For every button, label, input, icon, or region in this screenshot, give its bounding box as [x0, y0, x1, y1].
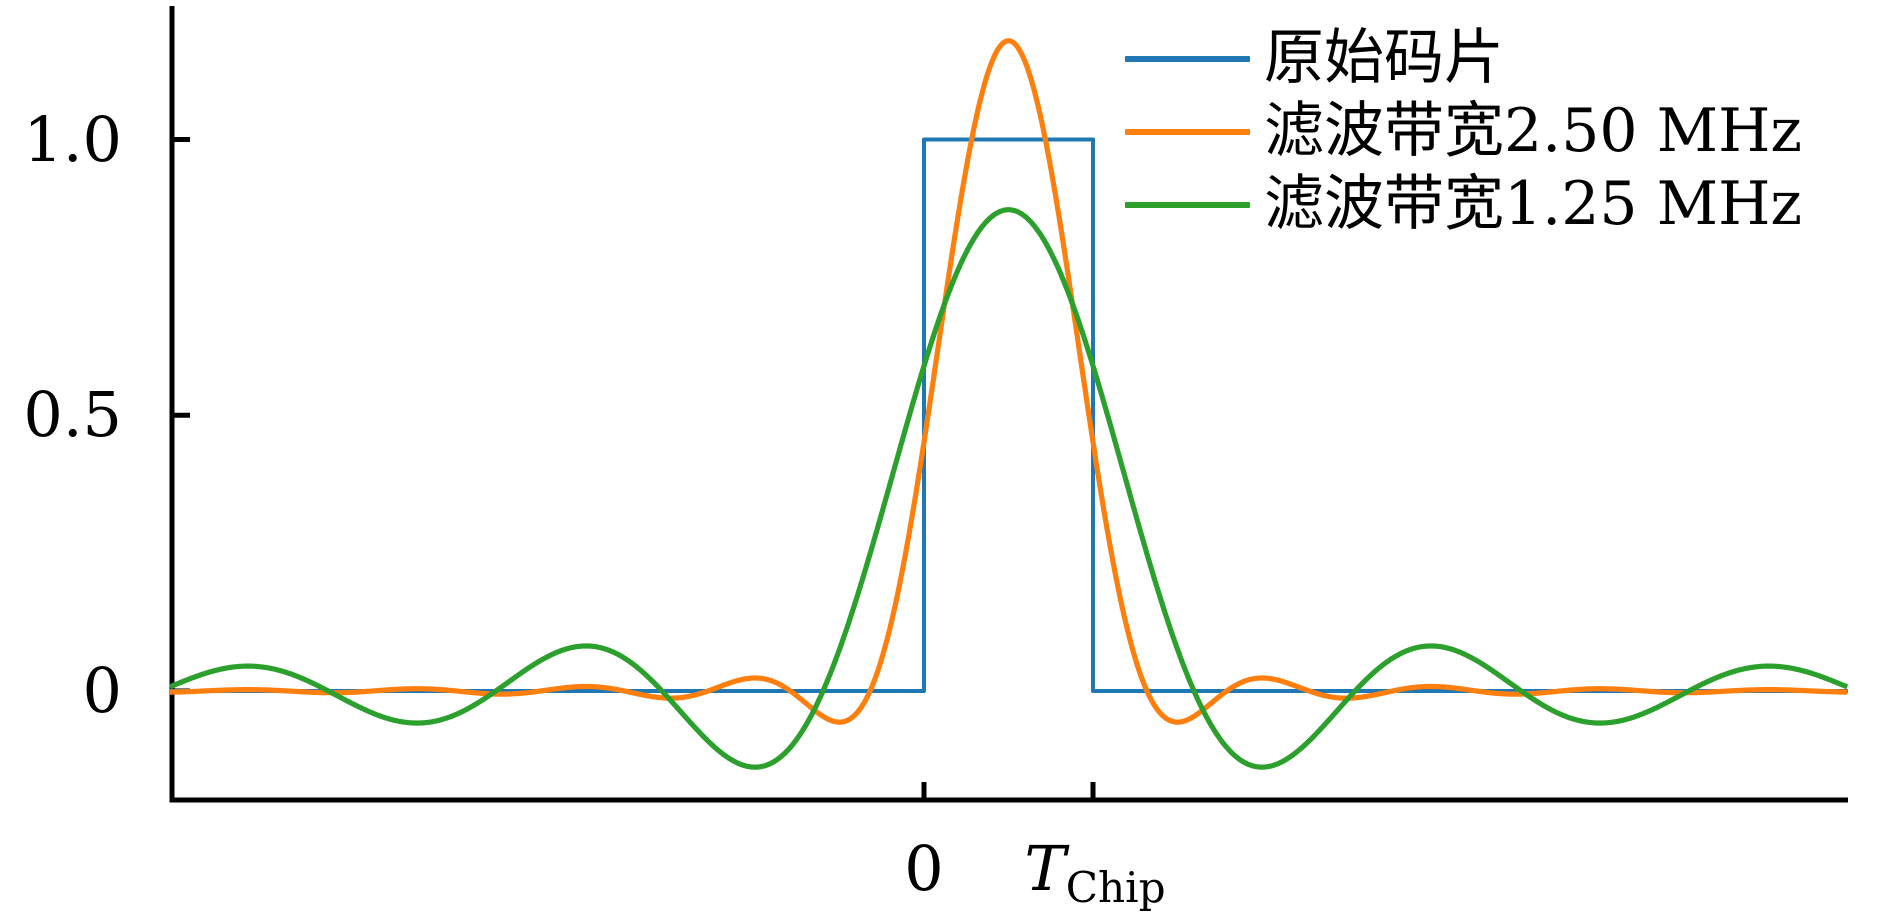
- legend-item-bw-2500khz: 滤波带宽2.50 MHz: [1125, 95, 1802, 168]
- legend: 原始码片 滤波带宽2.50 MHz 滤波带宽1.25 MHz: [1125, 22, 1802, 241]
- legend-swatch-bw-1250khz: [1125, 201, 1250, 208]
- series-line-2: [168, 207, 1850, 770]
- tchip-subscript: Chip: [1065, 862, 1166, 912]
- series-line-1: [168, 38, 1850, 725]
- tchip-symbol: T: [1024, 832, 1066, 905]
- legend-label-bw-2500khz: 滤波带宽2.50 MHz: [1264, 96, 1803, 166]
- legend-swatch-original-chip: [1125, 55, 1250, 62]
- legend-item-bw-1250khz: 滤波带宽1.25 MHz: [1125, 168, 1802, 241]
- x-tick-label-tchip: TChip: [1000, 838, 1190, 909]
- legend-label-original-chip: 原始码片: [1264, 23, 1504, 93]
- legend-item-original-chip: 原始码片: [1125, 22, 1802, 95]
- series-line-0: [169, 137, 1848, 693]
- y-tick-label-0.5: 0.5: [23, 378, 122, 451]
- x-tick-label-zero: 0: [904, 832, 944, 905]
- y-tick-label-1.0: 1.0: [23, 103, 122, 176]
- legend-label-bw-1250khz: 滤波带宽1.25 MHz: [1264, 169, 1803, 239]
- y-tick-label-0: 0: [82, 654, 122, 727]
- legend-swatch-bw-2500khz: [1125, 128, 1250, 135]
